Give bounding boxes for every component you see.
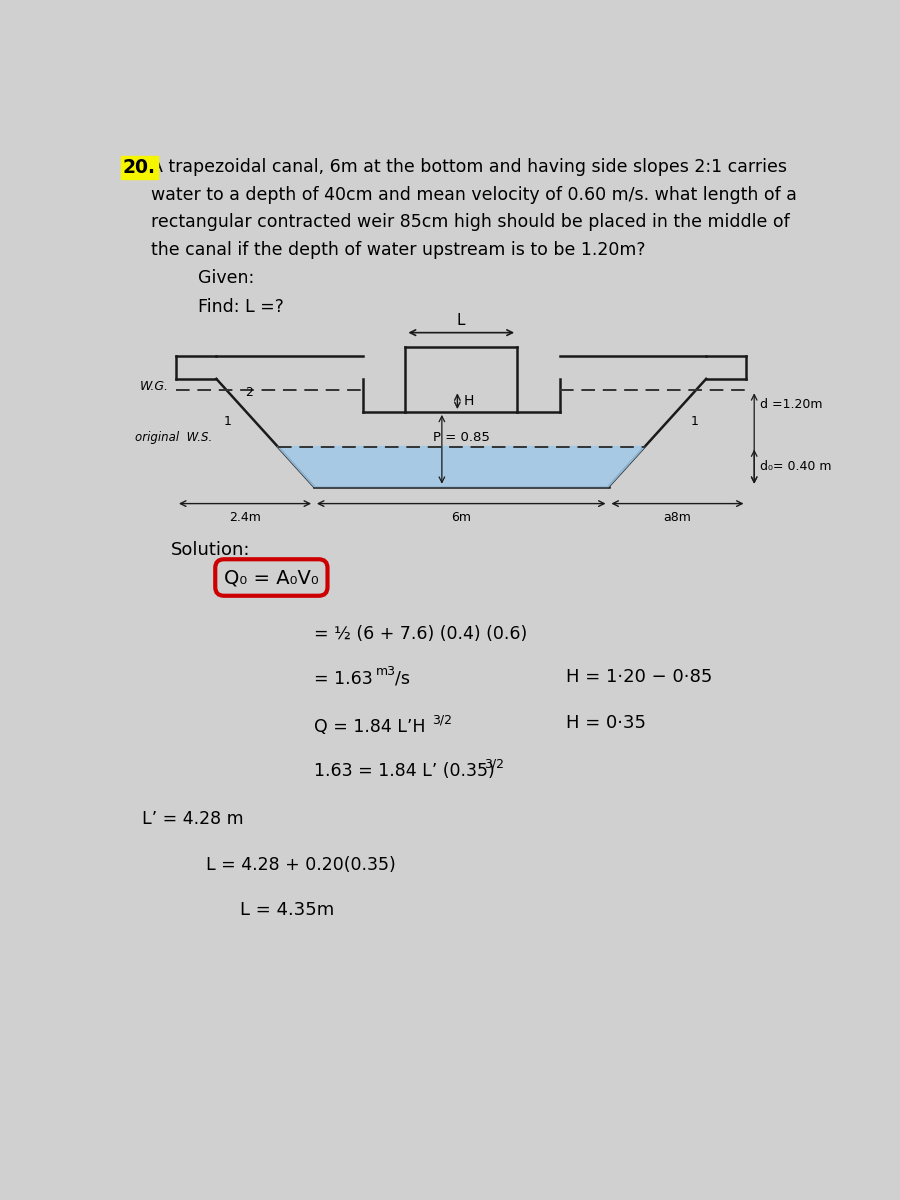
Text: = 1.63: = 1.63 xyxy=(314,670,373,688)
Text: L’ = 4.28 m: L’ = 4.28 m xyxy=(142,810,244,828)
Text: m3: m3 xyxy=(376,665,396,678)
Text: 2: 2 xyxy=(245,386,253,400)
Text: /s: /s xyxy=(395,670,410,688)
Text: L: L xyxy=(457,313,465,328)
Text: rectangular contracted weir 85cm high should be placed in the middle of: rectangular contracted weir 85cm high sh… xyxy=(151,214,790,232)
Text: 6m: 6m xyxy=(451,511,472,524)
Text: original  W.S.: original W.S. xyxy=(135,431,212,444)
Text: H: H xyxy=(464,394,474,408)
Text: H = 0·35: H = 0·35 xyxy=(566,714,646,732)
Text: L = 4.28 + 0.20(0.35): L = 4.28 + 0.20(0.35) xyxy=(205,857,395,875)
Text: = ½ (6 + 7.6) (0.4) (0.6): = ½ (6 + 7.6) (0.4) (0.6) xyxy=(314,625,527,643)
Text: 1.63 = 1.84 L’ (0.35): 1.63 = 1.84 L’ (0.35) xyxy=(314,762,495,780)
Text: Find: L =?: Find: L =? xyxy=(198,298,284,316)
Text: W.G.: W.G. xyxy=(140,380,168,394)
Text: 3/2: 3/2 xyxy=(484,757,505,770)
Text: H = 1·20 − 0·85: H = 1·20 − 0·85 xyxy=(566,667,712,685)
Text: 2.4m: 2.4m xyxy=(230,511,261,524)
Text: Q₀ = A₀V₀: Q₀ = A₀V₀ xyxy=(224,568,319,587)
Text: a8m: a8m xyxy=(663,511,691,524)
Text: Solution:: Solution: xyxy=(171,540,250,558)
Text: 3/2: 3/2 xyxy=(432,713,452,726)
Text: 1: 1 xyxy=(690,415,698,427)
Text: the canal if the depth of water upstream is to be 1.20m?: the canal if the depth of water upstream… xyxy=(151,241,646,259)
Text: P = 0.85: P = 0.85 xyxy=(433,431,490,444)
Text: 20.: 20. xyxy=(122,158,156,176)
Text: d =1.20m: d =1.20m xyxy=(760,398,823,412)
Text: A trapezoidal canal, 6m at the bottom and having side slopes 2:1 carries: A trapezoidal canal, 6m at the bottom an… xyxy=(151,158,788,176)
Text: Given:: Given: xyxy=(198,269,254,287)
Text: d₀= 0.40 m: d₀= 0.40 m xyxy=(760,460,832,473)
Text: 1: 1 xyxy=(224,415,232,427)
Polygon shape xyxy=(278,446,644,487)
Text: Q = 1.84 L’H: Q = 1.84 L’H xyxy=(314,718,426,736)
Text: L = 4.35m: L = 4.35m xyxy=(240,901,335,919)
Text: water to a depth of 40cm and mean velocity of 0.60 m/s. what length of a: water to a depth of 40cm and mean veloci… xyxy=(151,186,797,204)
